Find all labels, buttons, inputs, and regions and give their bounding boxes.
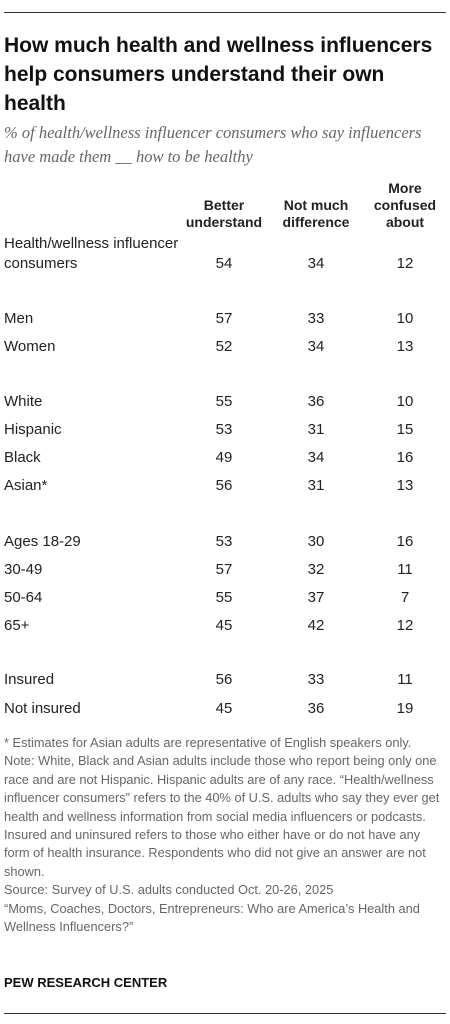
title: How much health and wellness influencers… [4, 34, 433, 115]
note: Note: White, Black and Asian adults incl… [4, 753, 440, 879]
row-label: Women [4, 338, 56, 355]
table-row: 50-64 55 37 7 [4, 568, 444, 608]
column-header: Not much difference [282, 197, 350, 230]
row-label: 30-49 [4, 561, 43, 578]
cell-value: 33 [307, 671, 325, 688]
table-row: Women 52 34 13 [4, 317, 444, 357]
notes: * Estimates for Asian adults are represe… [4, 734, 444, 936]
row-label: Health/wellness influencer consumers [4, 235, 179, 272]
cell-value: 30 [307, 533, 325, 550]
cell-value: 19 [396, 700, 414, 717]
column-header: Better understand [185, 197, 263, 230]
row-label: White [4, 393, 43, 410]
cell-value: 11 [397, 561, 413, 578]
row-label: Not insured [4, 700, 81, 717]
table-row: 30-49 57 32 11 [4, 540, 444, 580]
row-label: Black [4, 449, 41, 466]
cell-value: 36 [307, 700, 325, 717]
row-label: 50-64 [4, 589, 43, 606]
cell-value: 57 [215, 310, 233, 327]
cell-value: 32 [307, 561, 325, 578]
cell-value: 7 [400, 589, 410, 606]
cell-value: 57 [215, 561, 233, 578]
table-row: Health/wellness influencer consumers 54 34… [4, 234, 444, 274]
row-label: Hispanic [4, 421, 62, 438]
cell-value: 37 [307, 589, 325, 606]
cell-value: 31 [307, 477, 325, 494]
table-row: Asian* 56 31 13 [4, 456, 444, 496]
cell-value: 16 [396, 449, 414, 466]
table-row: Black 49 34 16 [4, 428, 444, 468]
cell-value: 10 [396, 393, 414, 410]
column-header: More confused about [373, 180, 437, 230]
subtitle: % of health/wellness influencer consumer… [4, 123, 422, 166]
cell-value: 12 [396, 255, 414, 272]
table-row: White 55 36 10 [4, 372, 444, 412]
cell-value: 56 [215, 477, 233, 494]
cell-value: 55 [215, 589, 233, 606]
cell-value: 12 [396, 617, 414, 634]
cell-value: 56 [215, 671, 233, 688]
top-rule [4, 12, 446, 13]
cell-value: 52 [215, 338, 233, 355]
table-row: Men 57 33 10 [4, 289, 444, 329]
row-label: Men [4, 310, 34, 327]
row-label: Asian* [4, 477, 48, 494]
table-row: 65+ 45 42 12 [4, 596, 444, 636]
cell-value: 33 [307, 310, 325, 327]
cell-value: 15 [396, 421, 414, 438]
note: Source: Survey of U.S. adults conducted … [4, 882, 334, 898]
cell-value: 11 [397, 671, 413, 688]
table-row: Not insured 45 36 19 [4, 679, 444, 719]
cell-value: 45 [215, 700, 233, 717]
cell-value: 55 [215, 393, 233, 410]
note: * Estimates for Asian adults are represe… [4, 735, 412, 750]
cell-value: 13 [396, 477, 414, 494]
table-row: Hispanic 53 31 15 [4, 400, 444, 440]
cell-value: 13 [396, 338, 414, 355]
cell-value: 34 [307, 338, 325, 355]
row-label: Ages 18-29 [4, 533, 81, 550]
cell-value: 36 [307, 393, 325, 410]
cell-value: 49 [215, 449, 233, 466]
cell-value: 34 [307, 255, 325, 272]
cell-value: 31 [307, 421, 325, 438]
note: “Moms, Coaches, Doctors, Entrepreneurs: … [4, 900, 420, 935]
cell-value: 34 [307, 449, 325, 466]
cell-value: 10 [396, 310, 414, 327]
table-row: Ages 18-29 53 30 16 [4, 512, 444, 552]
cell-value: 45 [215, 617, 233, 634]
row-label: 65+ [4, 617, 30, 634]
cell-value: 54 [215, 255, 233, 272]
bottom-rule [4, 1013, 446, 1014]
table-row: Insured 56 33 11 [4, 650, 444, 690]
cell-value: 53 [215, 421, 233, 438]
cell-value: 16 [396, 533, 414, 550]
cell-value: 53 [215, 533, 233, 550]
cell-value: 42 [307, 617, 325, 634]
row-label: Insured [4, 671, 55, 688]
footer: PEW RESEARCH CENTER [4, 975, 168, 990]
